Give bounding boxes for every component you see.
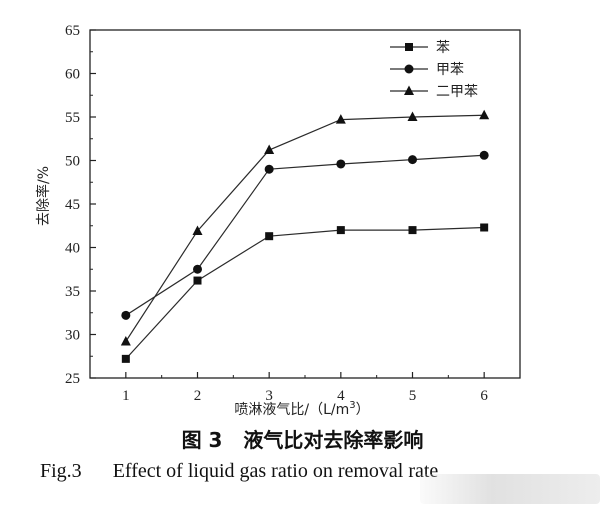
data-point — [335, 114, 346, 124]
data-point — [336, 226, 345, 235]
data-point — [192, 225, 203, 235]
data-point — [265, 232, 274, 241]
plot-frame — [89, 29, 521, 379]
data-point — [407, 111, 418, 121]
y-tick-label: 35 — [65, 284, 80, 300]
data-point — [121, 310, 131, 320]
legend-marker — [405, 43, 413, 51]
x-axis-title-main: 喷淋液气比/（L/m — [234, 402, 349, 418]
series-line — [125, 114, 485, 342]
data-point — [193, 276, 202, 285]
legend-marker — [404, 64, 414, 74]
legend-label: 二甲苯 — [436, 83, 478, 100]
series-line — [125, 226, 485, 360]
legend-entry: 二甲苯 — [390, 83, 478, 100]
data-point — [264, 164, 274, 174]
legend-label: 甲苯 — [436, 61, 464, 78]
x-axis-title: 喷淋液气比/（L/m3） — [234, 400, 369, 418]
data-point — [408, 155, 417, 165]
data-point — [479, 150, 489, 160]
legend-label: 苯 — [436, 39, 450, 56]
x-axis-title-end: ） — [356, 402, 370, 418]
figure-title-english: Effect of liquid gas ratio on removal ra… — [112, 460, 439, 482]
x-tick-label: 4 — [337, 388, 345, 404]
data-point — [120, 335, 131, 346]
x-tick-label: 2 — [194, 388, 202, 404]
x-tick-label: 1 — [122, 388, 130, 404]
figure-title-chinese: 液气比对去除率影响 — [243, 428, 424, 452]
x-tick-label: 5 — [409, 388, 417, 404]
data-point — [479, 109, 490, 120]
y-tick-label: 60 — [65, 67, 80, 83]
figure-caption-chinese: 图 3 液气比对去除率影响 — [0, 424, 605, 453]
legend-marker — [404, 85, 414, 95]
y-tick-label: 50 — [65, 154, 80, 170]
data-point — [264, 144, 275, 155]
data-point — [408, 226, 417, 235]
y-tick-label: 65 — [65, 23, 80, 39]
watermark-overlay — [420, 474, 600, 504]
legend-entry: 甲苯 — [390, 61, 464, 78]
y-axis-title: 去除率/% — [35, 166, 52, 226]
y-tick-label: 30 — [65, 328, 80, 344]
y-tick-label: 55 — [65, 110, 80, 126]
x-tick-label: 3 — [265, 388, 273, 404]
data-point — [121, 354, 130, 363]
series-square — [121, 223, 489, 363]
figure-number-english: Fig.3 — [40, 460, 82, 482]
y-tick-label: 40 — [65, 241, 80, 257]
y-tick-label: 25 — [65, 371, 80, 387]
series-line — [125, 154, 485, 316]
figure-caption-english: Fig.3 Effect of liquid gas ratio on remo… — [40, 460, 438, 483]
data-point — [336, 159, 346, 169]
data-point — [480, 223, 489, 232]
series-circle — [121, 150, 489, 320]
series-triangle — [120, 109, 490, 346]
chart-series — [120, 109, 490, 363]
data-point — [193, 264, 202, 274]
figure-number-chinese: 图 3 — [181, 428, 223, 452]
legend-entry: 苯 — [390, 39, 450, 56]
x-axis-title-superscript: 3 — [349, 400, 355, 411]
x-tick-label: 6 — [480, 388, 488, 404]
y-tick-label: 45 — [65, 197, 80, 213]
